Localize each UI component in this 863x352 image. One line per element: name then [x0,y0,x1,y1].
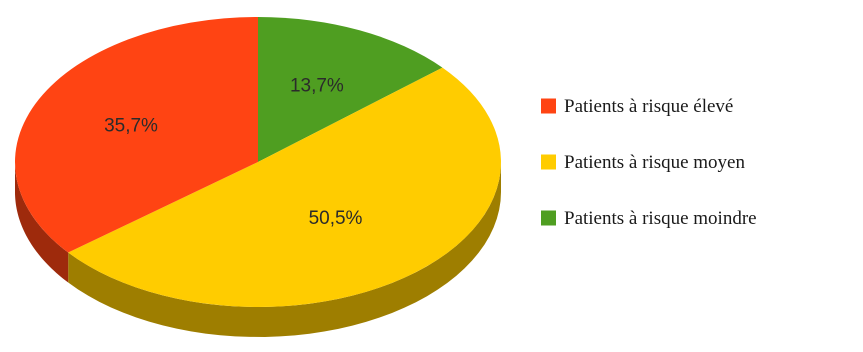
pie-3d-sides [15,162,501,337]
pie-value-label-1: 35,7% [104,116,158,137]
legend: Patients à risque élevé Patients à risque… [541,96,757,229]
pie-value-label-2: 50,5% [309,208,363,229]
pie-value-labels: 13,7% 50,5% 35,7% [104,76,362,229]
pie-slices [14,17,501,307]
legend-swatch-3 [541,210,556,226]
pie-slice-1 [14,17,258,253]
legend-swatch-1 [541,98,556,114]
legend-label-1: Patients à risque élevé [564,96,733,117]
legend-label-2: Patients à risque moyen [564,152,745,173]
legend-swatch-2 [541,154,556,170]
pie-value-label-3: 13,7% [290,76,344,97]
pie-side-2 [68,162,501,337]
pie-slice-3 [258,17,443,162]
pie-slice-2 [68,67,501,307]
pie-side-1 [15,162,69,283]
legend-label-3: Patients à risque moindre [564,208,757,229]
